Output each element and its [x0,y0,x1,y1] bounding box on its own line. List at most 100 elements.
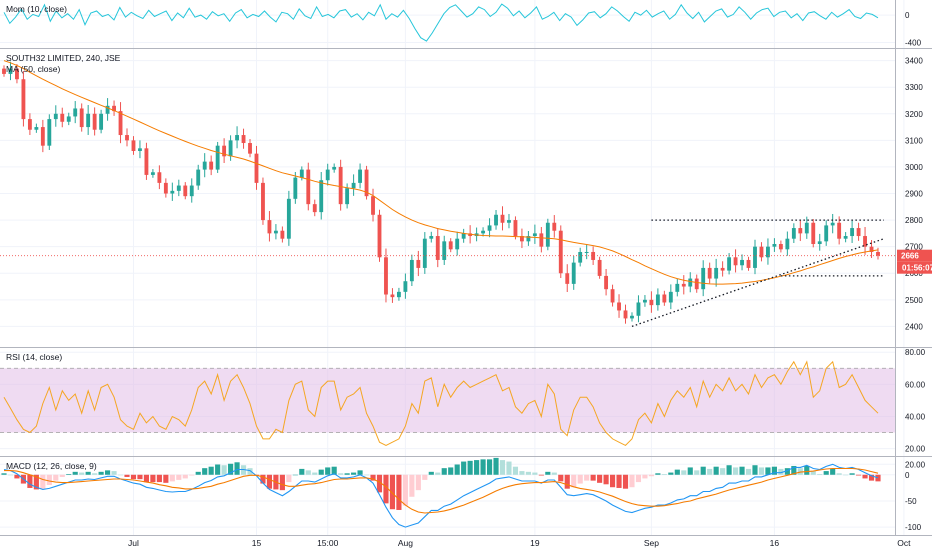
candle-body [371,196,375,215]
macd-histogram-bar [687,467,693,475]
candle-body [170,190,175,194]
candle-body [617,302,621,311]
x-tick-label: 19 [530,538,540,548]
candle-body [604,275,609,290]
candle-body [513,220,518,237]
candle-body [409,259,414,282]
candle-body [766,246,770,258]
macd-histogram-bar [474,460,480,475]
candle-body [422,238,427,268]
macd-histogram-bar [849,473,855,475]
candle-body [519,236,524,242]
macd-histogram-bar [202,468,208,475]
macd-histogram-bar [72,471,78,475]
candle-body [364,169,369,197]
candle-body [92,113,97,130]
candle-body [286,198,291,239]
candle-body [811,222,816,245]
macd-histogram-bar [325,467,331,475]
last-price-badge [897,249,932,262]
candle-body [727,257,732,271]
x-tick-label: 15:00 [317,538,339,548]
macd-histogram-bar [441,468,447,475]
macd-histogram-bar [338,473,344,475]
candle-body [578,251,583,263]
macd-histogram-bar [868,474,875,481]
macd-histogram-bar [454,464,460,475]
macd-histogram-bar [312,472,318,475]
candle-body [876,251,880,256]
candle-body [843,236,848,239]
macd-histogram-bar [856,474,862,476]
candle-body [552,222,557,231]
y-tick-label: 2500 [905,296,923,305]
macd-histogram-bar [797,468,803,475]
x-tick-label: Jul [128,538,139,548]
macd-histogram-bar [286,474,292,483]
macd-histogram-bar [467,460,473,475]
macd-histogram-bar [14,474,20,479]
macd-histogram-bar [279,474,285,491]
candle-body [526,236,531,242]
candle-body [630,315,634,319]
candle-body [863,236,867,247]
macd-histogram-bar [558,474,564,482]
candle-body [571,262,576,284]
macd-histogram-bar [402,474,408,506]
candle-body [196,169,201,186]
candle-body [442,241,447,260]
macd-histogram-bar [428,471,434,475]
y-tick-label: 40.00 [905,412,926,421]
macd-histogram-bar [66,474,72,475]
macd-histogram-bar [370,474,376,481]
macd-histogram-bar [752,465,758,475]
candle-body [312,204,317,213]
price-panel: 3400 3300 3200 3100 3000 2900 2800 2700 2600 2500… [0,57,923,331]
candle-body [390,294,395,298]
macd-histogram-bar [538,474,544,476]
macd-histogram-bar [266,474,273,489]
candle-body [740,259,744,266]
candle-body [157,172,162,183]
y-tick-label: 3200 [905,110,923,119]
macd-histogram-bar [318,469,324,475]
candle-body [176,185,181,191]
candle-body [830,222,835,226]
candle-body [261,182,265,221]
macd-histogram-bar [486,459,493,475]
macd-histogram-bar [571,474,577,488]
macd-histogram-bar [784,468,790,475]
candle-body [772,244,777,247]
candle-body [163,182,168,194]
macd-histogram-bar [117,474,124,476]
momentum-panel: 0 -400 [3,3,922,48]
macd-histogram-bar [629,474,635,488]
candle-body [131,140,136,151]
macd-histogram-bar [143,474,150,483]
x-tick-label: 16 [770,538,780,548]
macd-histogram-bar [124,474,130,477]
macd-histogram-bar [189,474,195,476]
candle-body [869,246,874,252]
candle-body [254,153,259,183]
candle-body [222,145,227,157]
macd-histogram-bar [357,470,363,475]
macd-histogram-bar [609,474,616,488]
candle-body [280,230,285,239]
candle-body [40,127,45,146]
candle-body [8,68,13,74]
macd-histogram-bar [383,474,389,504]
candle-body [118,111,123,136]
macd-histogram-bar [53,474,59,481]
macd-histogram-bar [545,471,551,475]
candle-body [681,283,686,287]
candle-body [694,278,699,290]
candle-body [448,241,453,250]
macd-histogram-bar [409,474,415,497]
candle-body [99,113,104,130]
macd-histogram-bar [674,469,680,475]
momentum-label: Mom (10, close) [6,4,67,14]
macd-histogram-bar [46,474,52,486]
macd-line [3,463,879,528]
macd-histogram-bar [92,473,98,475]
